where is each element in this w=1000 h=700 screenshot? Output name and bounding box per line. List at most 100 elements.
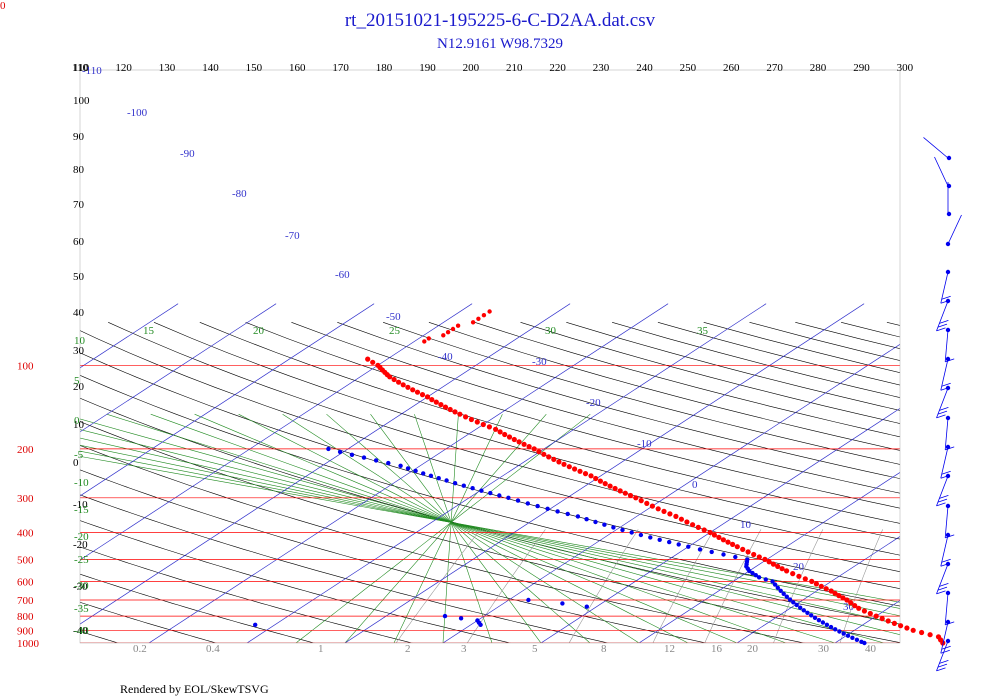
dry-adiabat-line bbox=[108, 322, 900, 556]
wind-barb-flag bbox=[936, 590, 946, 595]
isotherm-label: -30 bbox=[532, 356, 547, 368]
moist-adiabat-line bbox=[414, 414, 493, 643]
temperature-point bbox=[861, 608, 868, 614]
mixing-ratio-label: 16 bbox=[711, 643, 723, 655]
isotherm-line bbox=[638, 471, 900, 643]
height-tick-label: 50 bbox=[73, 271, 85, 283]
dry-adiabat-line bbox=[245, 322, 900, 509]
isotherm-line bbox=[834, 600, 900, 643]
temperature-point bbox=[463, 414, 469, 420]
dewpoint-point bbox=[791, 600, 796, 605]
dewpoint-point bbox=[488, 490, 493, 496]
dewpoint-point bbox=[794, 602, 799, 608]
dewpoint-point bbox=[555, 509, 560, 514]
mixing-ratio-line bbox=[395, 529, 481, 643]
wind-barb-flag bbox=[937, 663, 948, 668]
temperature-point bbox=[904, 625, 910, 631]
pressure-tick-label: 300 bbox=[17, 493, 34, 505]
isotherm-label: -70 bbox=[285, 230, 300, 242]
height-tick-label: 80 bbox=[73, 164, 85, 176]
dewpoint-point bbox=[506, 495, 511, 500]
temperature-point bbox=[502, 431, 508, 438]
temperature-point bbox=[422, 339, 427, 344]
dry-adiabat-line bbox=[153, 322, 900, 540]
top-temperature-tick-label: 270 bbox=[766, 62, 783, 74]
mixing-ratio-label: 8 bbox=[601, 643, 607, 655]
dewpoint-point bbox=[775, 585, 780, 590]
moist-adiabat-top-label: 25 bbox=[389, 325, 401, 337]
dewpoint-point bbox=[801, 608, 806, 613]
dry-adiabat-line bbox=[80, 494, 610, 643]
temperature-point bbox=[844, 597, 850, 603]
dewpoint-point bbox=[833, 627, 838, 632]
moist-adiabat-label: 5 bbox=[74, 375, 80, 387]
temperature-point bbox=[796, 573, 802, 579]
dry-adiabat-line bbox=[337, 322, 900, 479]
isotherm-line bbox=[540, 407, 900, 643]
temperature-point bbox=[813, 581, 820, 587]
isotherm-label: 30 bbox=[843, 601, 855, 613]
temperature-point bbox=[457, 411, 463, 417]
temperature-point bbox=[673, 513, 679, 520]
dewpoint-point bbox=[781, 591, 786, 596]
temperature-point bbox=[891, 620, 898, 627]
dewpoint-point bbox=[837, 629, 842, 634]
isotherm-line bbox=[80, 303, 179, 369]
temperature-point bbox=[740, 546, 746, 553]
moist-adiabat-label: -15 bbox=[74, 504, 89, 516]
dewpoint-point bbox=[373, 458, 379, 463]
temperature-point bbox=[474, 419, 480, 425]
dewpoint-point bbox=[828, 624, 834, 630]
top-temperature-tick-label: 190 bbox=[419, 62, 436, 74]
wind-barb-shaft bbox=[947, 214, 962, 245]
isotherm-label: 0 bbox=[692, 479, 698, 491]
height-tick-label: 0 bbox=[73, 457, 79, 469]
top-temperature-tick-label: 280 bbox=[810, 62, 827, 74]
dewpoint-point bbox=[638, 532, 644, 538]
dewpoint-point bbox=[458, 616, 464, 621]
mixing-ratio-label: 2 bbox=[405, 643, 411, 655]
temperature-point bbox=[468, 416, 474, 423]
temperature-point bbox=[730, 541, 736, 548]
isotherm-label: 20 bbox=[793, 561, 805, 573]
top-temperature-tick-label: 180 bbox=[376, 62, 393, 74]
wind-barb-flag bbox=[945, 621, 955, 626]
temperature-point bbox=[481, 313, 487, 318]
isotherm-line bbox=[344, 303, 865, 643]
dewpoint-point bbox=[756, 575, 762, 580]
dewpoint-point bbox=[515, 498, 521, 503]
dewpoint-point bbox=[841, 631, 846, 636]
temperature-point bbox=[836, 593, 842, 599]
wind-barb-flag bbox=[945, 534, 955, 539]
temperature-point bbox=[802, 576, 808, 582]
dry-adiabat-line bbox=[80, 445, 806, 643]
wind-barb-flag bbox=[937, 498, 948, 503]
wind-barb-flag bbox=[937, 323, 948, 328]
temperature-point bbox=[756, 554, 762, 560]
dewpoint-point bbox=[809, 613, 814, 618]
dewpoint-point bbox=[565, 511, 570, 517]
wind-barb-flag bbox=[941, 645, 951, 650]
height-tick-label: 40 bbox=[73, 307, 85, 319]
dry-adiabat-line bbox=[80, 520, 512, 643]
temperature-point bbox=[627, 492, 634, 499]
dewpoint-point bbox=[526, 597, 531, 603]
wind-barb-shaft bbox=[944, 505, 949, 538]
temperature-point bbox=[725, 539, 731, 545]
dewpoint-point bbox=[824, 622, 830, 627]
temperature-point bbox=[536, 449, 542, 455]
temperature-point bbox=[770, 561, 777, 567]
temperature-point bbox=[873, 613, 879, 619]
temperature-point bbox=[365, 356, 371, 362]
temperature-point bbox=[716, 534, 722, 541]
dewpoint-point bbox=[745, 557, 750, 562]
temperature-point bbox=[667, 511, 673, 517]
pressure-tick-label: 400 bbox=[17, 527, 34, 539]
isotherm-label: -90 bbox=[180, 148, 195, 160]
temperature-point bbox=[879, 616, 885, 622]
temperature-point bbox=[734, 544, 740, 550]
wind-barb-flag bbox=[941, 295, 951, 300]
wind-barb-flag bbox=[937, 586, 948, 591]
dewpoint-point bbox=[686, 544, 691, 549]
